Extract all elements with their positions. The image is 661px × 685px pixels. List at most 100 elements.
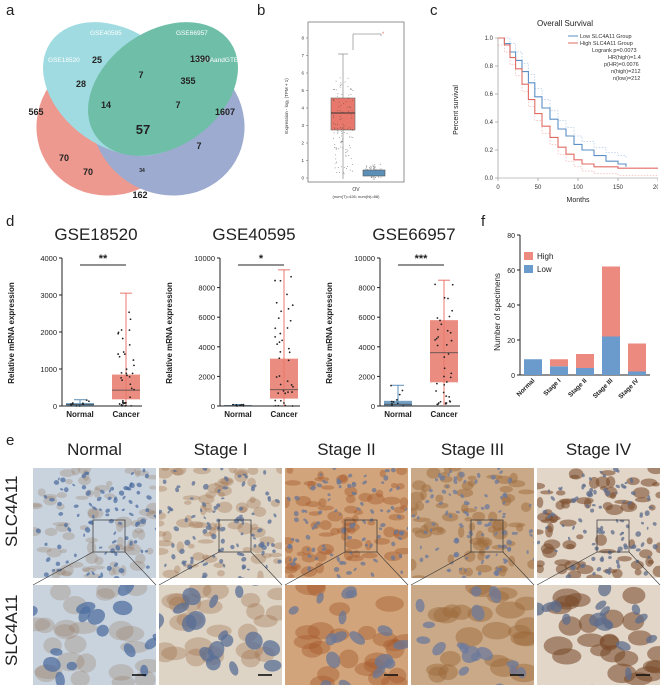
survival-title: Overall Survival	[537, 19, 593, 28]
bar-high-1	[550, 359, 568, 367]
bar-ytick: 80	[507, 233, 515, 240]
bar-low-4	[628, 371, 646, 375]
boxplot-d-title: GSE66957	[372, 225, 455, 244]
bar-low-1	[550, 366, 568, 375]
venn-count: 70	[83, 167, 93, 177]
survival-legend-low: Low SLC4A11 Group	[580, 34, 632, 40]
survival-xtick: 200	[653, 185, 658, 191]
bar-xtick: Stage III	[592, 377, 615, 400]
ihc-tile-top-4	[537, 468, 660, 578]
bar-high-3	[602, 266, 620, 337]
boxplot-b-ylabel: Expression - log₂ (TPM + 1)	[284, 78, 289, 134]
legend-low: Low	[537, 265, 552, 274]
boxplot-b-ytick: 5	[301, 88, 304, 93]
ihc-tile-bot-2	[285, 585, 408, 685]
boxplot-d-ytick: 0	[371, 402, 375, 411]
boxplot-d-ytick: 10000	[194, 254, 215, 263]
panel-label-e: e	[6, 432, 15, 449]
survival-stat: HR(high)=1.4	[608, 55, 641, 61]
boxplot-d-ytick: 2000	[40, 328, 57, 337]
bar-ylabel: Number of specimens	[493, 273, 502, 351]
venn-diagram: GSE18520 GSE40595 GSE66957 TCGAandGTEx 2…	[28, 22, 245, 200]
legend-swatch-low	[524, 265, 533, 273]
bar-xtick: Stage IV	[617, 377, 641, 401]
bar-ytick: 60	[507, 268, 515, 275]
ihc-tile-bot-3	[411, 585, 534, 685]
ihc-stage-i: Stage I	[193, 440, 248, 459]
survival-ytick: 0.2	[485, 148, 494, 154]
survival-high-curve	[498, 37, 658, 169]
venn-count: 7	[138, 70, 143, 80]
survival-stat: n(low)=212	[613, 76, 640, 82]
boxplot-d-ylabel: Relative mRNA expression	[7, 282, 16, 384]
svg-text:*: *	[382, 32, 385, 38]
ihc-tile-top-3	[411, 468, 534, 578]
ihc-panel: SLC4A11 SLC4A11 Normal Stage I Stage II …	[0, 430, 661, 685]
bar-xtick: Normal	[516, 377, 537, 398]
boxplot-b-tumor-box	[330, 97, 356, 131]
bar-low-3	[602, 336, 620, 375]
boxplot-b-xsub: (num(T)=426; num(N)=88)	[333, 194, 381, 199]
venn-set-gse66957	[88, 22, 238, 156]
ihc-tile-bot-0	[33, 585, 156, 685]
survival-curve-c: Overall Survival Percent survival 0 50 100…	[453, 19, 658, 204]
boxplot-d-1: GSE40595 Relative mRNA expression 0 2000 400…	[165, 225, 300, 419]
venn-label-gse40595: GSE40595	[90, 30, 122, 37]
ihc-tile-bot-4	[537, 585, 660, 685]
boxplot-d-xtick: Normal	[66, 410, 94, 419]
boxplot-d-box	[270, 358, 298, 399]
survival-ytick: 1.0	[485, 36, 494, 42]
bar-low-0	[524, 359, 542, 375]
boxplot-d-ytick: 2000	[198, 372, 215, 381]
venn-label-tcga: TCGAandGTEx	[196, 57, 242, 64]
survival-ytick: 0.6	[485, 92, 494, 98]
survival-stat: n(high)=212	[611, 69, 641, 75]
ihc-stage-iv: Stage IV	[565, 440, 632, 459]
boxplot-b-ytick: 2	[301, 141, 304, 146]
boxplot-d-ytick: 0	[53, 402, 57, 411]
bar-high-4	[628, 343, 646, 372]
boxplot-d-ytick: 4000	[358, 343, 375, 352]
bar-ytick: 40	[507, 303, 515, 310]
venn-count: 34	[139, 168, 145, 174]
survival-legend-high: High SLC4A11 Group	[580, 41, 633, 47]
boxplot-d-ytick: 2000	[358, 372, 375, 381]
boxplot-d-ytick: 4000	[40, 254, 57, 263]
survival-low-curve	[498, 37, 627, 167]
panel-label-d: d	[6, 213, 15, 230]
boxplot-d-xtick: Cancer	[112, 410, 139, 419]
boxplot-d-ytick: 6000	[198, 313, 215, 322]
boxplot-b-ytick: 0	[301, 176, 304, 181]
legend-swatch-high	[524, 252, 533, 260]
bar-xtick: Stage I	[542, 377, 562, 397]
venn-count: 1607	[215, 107, 235, 117]
bar-low-2	[576, 368, 594, 375]
ihc-tile-top-0	[33, 468, 156, 578]
bar-xtick: Stage II	[567, 377, 588, 398]
ihc-stage-normal: Normal	[67, 440, 122, 459]
ihc-tile-top-1	[159, 468, 282, 578]
boxplots-d: GSE18520 Relative mRNA expression 0 1000 200…	[0, 218, 475, 423]
boxplot-b-frame	[307, 21, 405, 183]
survival-xtick: 150	[613, 185, 624, 191]
boxplot-b-ytick: 4	[301, 106, 304, 111]
bar-ytick: 20	[507, 338, 515, 345]
boxplot-b-ytick: 1	[301, 158, 304, 163]
survival-stat: p(HR)=0.0076	[604, 62, 639, 68]
venn-count: 565	[28, 107, 43, 117]
ihc-stage-iii: Stage III	[440, 440, 505, 459]
boxplot-d-ytick: 8000	[358, 284, 375, 293]
survival-xlabel: Months	[567, 197, 590, 204]
boxplot-d-ytick: 6000	[358, 313, 375, 322]
boxplot-d-ytick: 8000	[198, 284, 215, 293]
boxplot-d-ytick: 1000	[40, 365, 57, 374]
venn-count: 7	[175, 100, 180, 110]
boxplot-d-sig: **	[99, 253, 108, 265]
venn-label-gse66957: GSE66957	[176, 30, 208, 37]
venn-count-center: 57	[136, 122, 150, 137]
venn-label-gse18520: GSE18520	[48, 57, 80, 64]
venn-count: 14	[101, 100, 111, 110]
venn-count: 70	[59, 153, 69, 163]
boxplot-d-box	[112, 374, 140, 400]
